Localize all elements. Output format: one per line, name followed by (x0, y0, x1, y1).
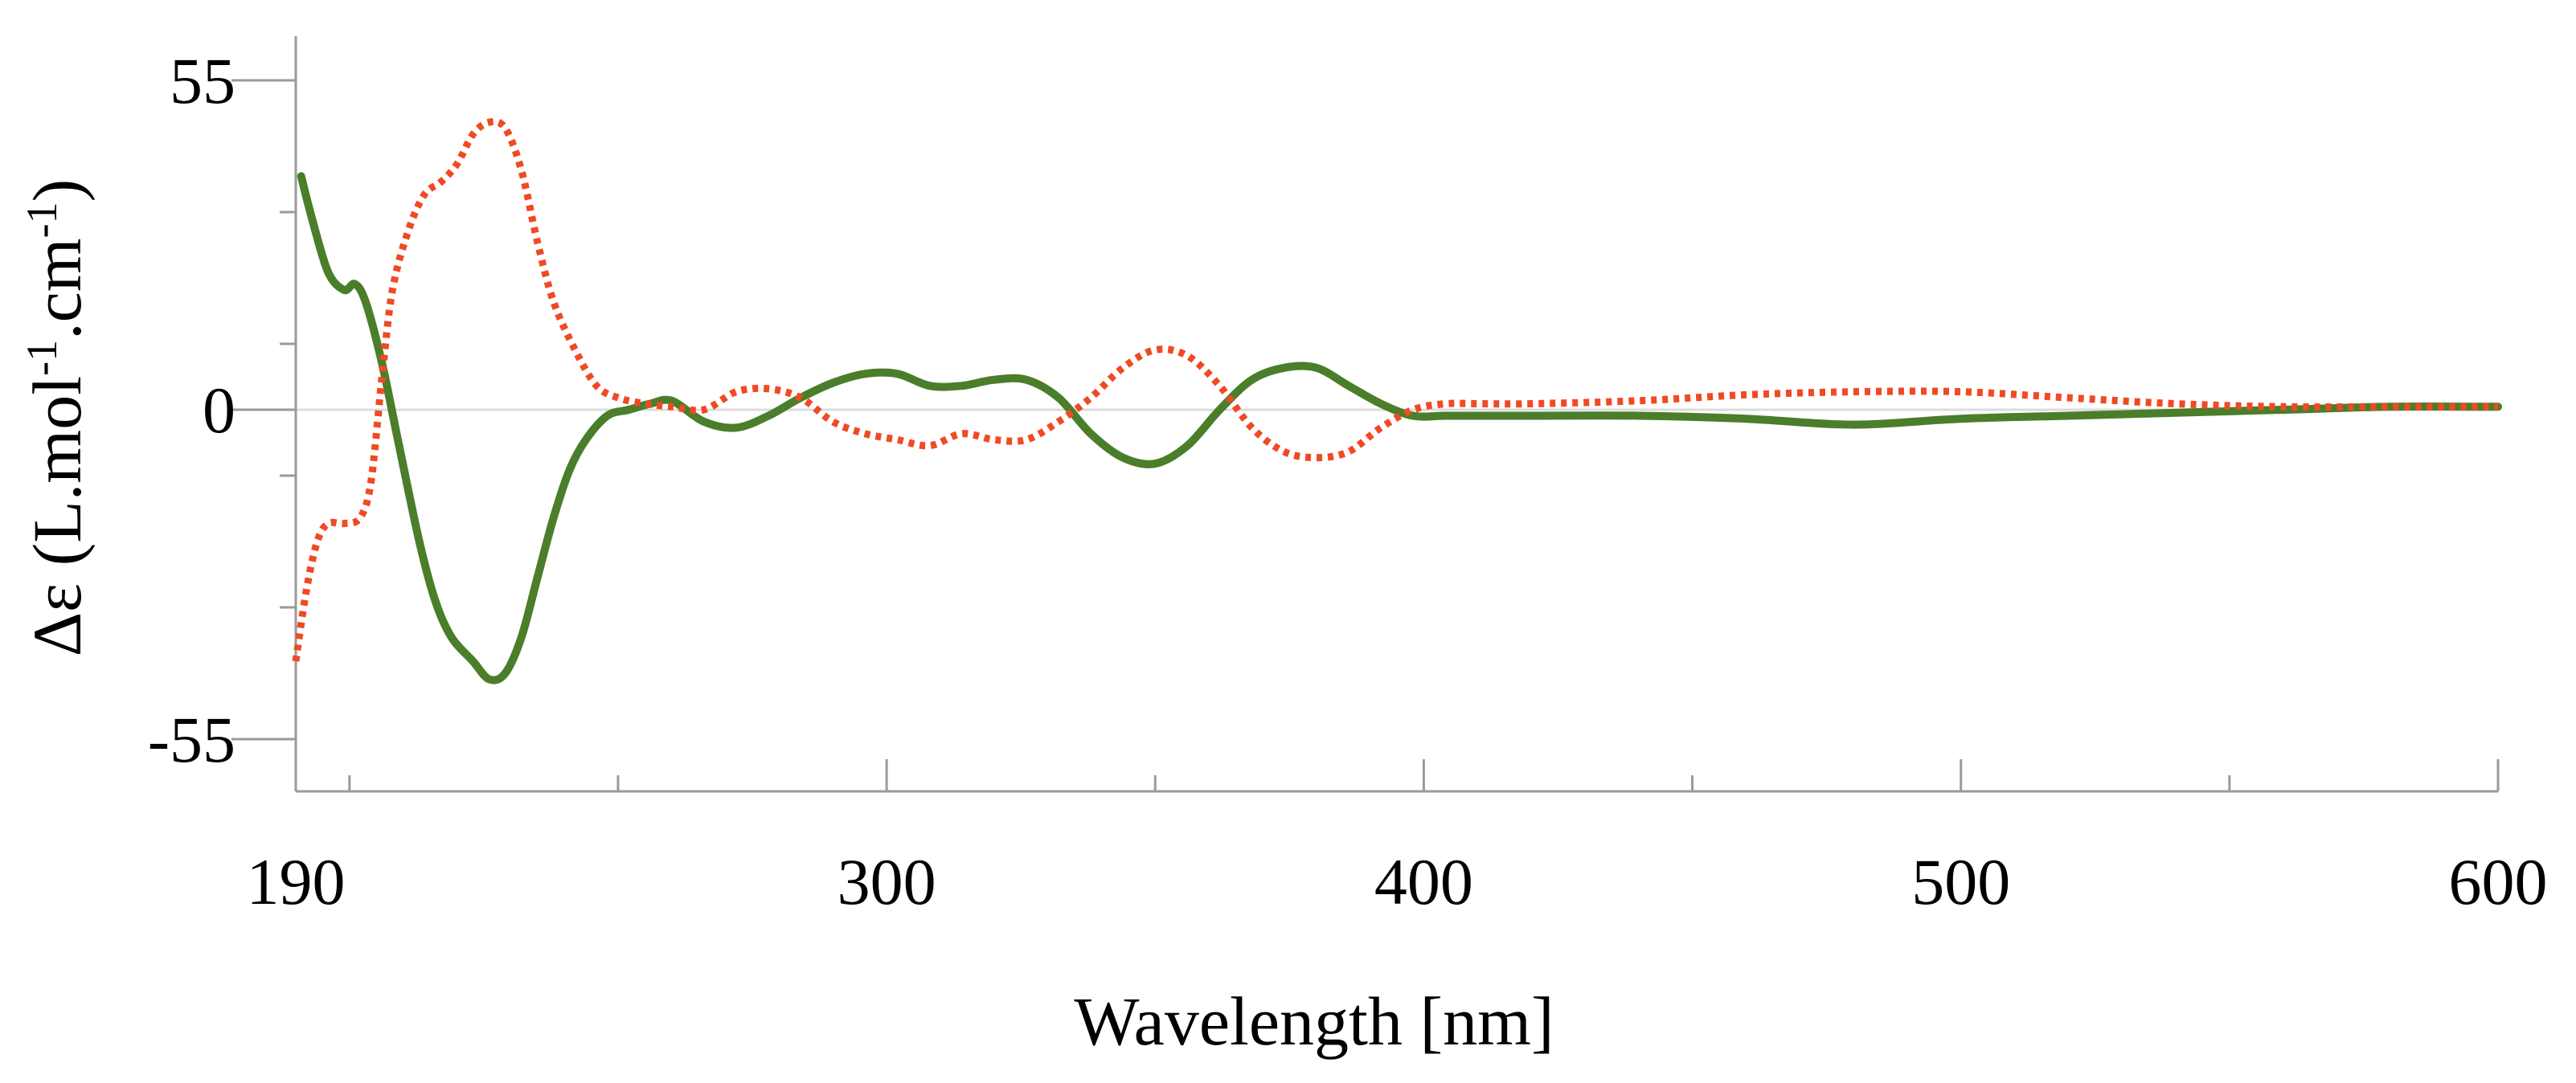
y-axis-title-middle: .cm (18, 238, 96, 340)
x-tick-label: 190 (247, 845, 346, 918)
axes-layer (231, 36, 2500, 793)
series-layer (292, 117, 2502, 685)
y-axis-title-suffix: ) (18, 179, 96, 202)
x-tick-label: 600 (2449, 845, 2548, 918)
y-axis-title-sup2: -1 (18, 202, 66, 238)
x-tick-label: 300 (838, 845, 936, 918)
x-tick-label: 500 (1911, 845, 2010, 918)
series-line-green-solid (297, 172, 2502, 685)
y-tick-label: 55 (170, 44, 235, 117)
x-tick-label: 400 (1374, 845, 1473, 918)
y-tick-label: 0 (203, 374, 235, 447)
y-tick-label: -55 (148, 703, 235, 776)
y-axis-title-prefix: Δε (L.mol (18, 376, 96, 656)
y-axis-title-sup1: -1 (18, 340, 66, 376)
series-line-red-dotted (292, 117, 2498, 662)
x-axis-title: Wavelength [nm] (1074, 983, 1554, 1060)
y-axis-title: Δε (L.mol-1.cm-1) (18, 179, 96, 657)
